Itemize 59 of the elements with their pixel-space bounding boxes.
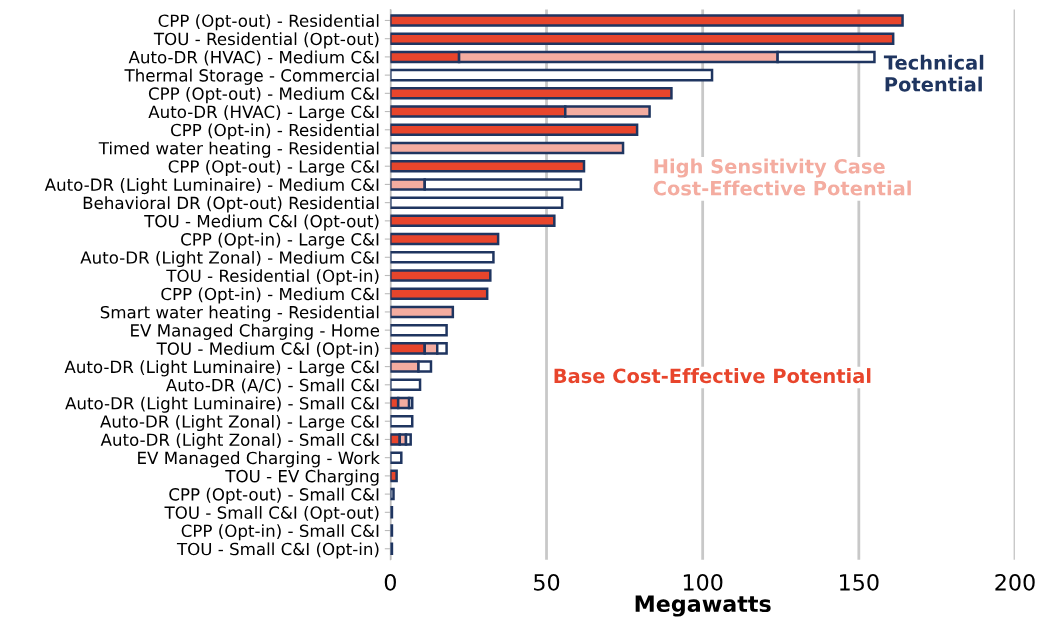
y-tick-label: CPP (Opt-out) - Small C&I bbox=[169, 487, 379, 504]
bar bbox=[390, 214, 556, 228]
y-tick-label: Auto-DR (Light Luminaire) - Large C&I bbox=[64, 360, 379, 377]
bar bbox=[390, 451, 403, 464]
y-tick-label: Auto-DR (Light Luminaire) - Small C&I bbox=[65, 396, 379, 413]
bar bbox=[390, 87, 673, 100]
y-tick-label: CPP (Opt-out) - Residential bbox=[158, 14, 379, 31]
bar bbox=[390, 251, 495, 264]
y-tick-label: Behavioral DR (Opt-out) Residential bbox=[83, 196, 379, 213]
series-label: High Sensitivity Case Cost-Effective Potential bbox=[653, 158, 911, 196]
y-tick-label: Auto-DR (HVAC) - Medium C&I bbox=[128, 50, 379, 66]
bar bbox=[390, 196, 564, 209]
bar bbox=[390, 159, 586, 173]
y-tick-label: Auto-DR (Light Zonal) - Large C&I bbox=[100, 414, 379, 432]
y-tick-label: Auto-DR (A/C) - Small C&I bbox=[165, 378, 379, 394]
x-tick-label: 150 bbox=[840, 573, 879, 591]
bar bbox=[390, 14, 904, 27]
y-tick-label: TOU - EV Charging bbox=[225, 469, 379, 486]
y-tick-label: TOU - Medium C&I (Opt-out) bbox=[144, 214, 379, 231]
text: Base Cost-Effective Potential bbox=[554, 368, 871, 384]
bar bbox=[390, 305, 455, 319]
bar bbox=[390, 141, 625, 155]
y-tick-label: CPP (Opt-in) - Medium C&I bbox=[161, 287, 379, 304]
y-tick-label: Timed water heating - Residential bbox=[98, 141, 379, 158]
y-tick-label: Auto-DR (HVAC) - Large C&I bbox=[148, 105, 379, 122]
bar bbox=[390, 414, 414, 428]
bar bbox=[390, 323, 448, 337]
y-tick-label: TOU - Small C&I (Opt-out) bbox=[164, 505, 379, 523]
bar bbox=[390, 378, 422, 392]
bar bbox=[390, 123, 639, 137]
y-tick-label: CPP (Opt-in) - Small C&I bbox=[181, 524, 379, 541]
bar bbox=[390, 232, 500, 246]
y-tick-label: Smart water heating - Residential bbox=[100, 305, 379, 322]
bar bbox=[390, 287, 489, 300]
x-tick-label: 100 bbox=[683, 573, 723, 591]
y-tick-label: CPP (Opt-in) - Residential bbox=[171, 123, 379, 140]
y-tick-label: CPP (Opt-out) - Medium C&I bbox=[148, 87, 379, 104]
y-tick-label: TOU - Residential (Opt-in) bbox=[166, 269, 379, 286]
y-tick-label: Auto-DR (Light Luminaire) - Medium C&I bbox=[44, 178, 379, 195]
bar bbox=[390, 68, 714, 82]
bar bbox=[390, 469, 398, 483]
y-tick-label: TOU - Small C&I (Opt-in) bbox=[176, 542, 379, 559]
y-tick-label: Auto-DR (Light Zonal) - Small C&I bbox=[100, 433, 379, 450]
bar bbox=[390, 269, 492, 282]
x-tick-label: 50 bbox=[534, 573, 560, 591]
y-tick-label: CPP (Opt-in) - Large C&I bbox=[181, 232, 379, 249]
y-tick-label: Thermal Storage - Commercial bbox=[124, 68, 379, 85]
y-tick-label: TOU - Residential (Opt-out) bbox=[153, 32, 379, 49]
y-tick-label: TOU - Medium C&I (Opt-in) bbox=[156, 342, 379, 359]
y-tick-label: EV Managed Charging - Home bbox=[131, 323, 380, 340]
y-tick-label: CPP (Opt-out) - Large C&I bbox=[168, 159, 379, 176]
series-label: Technical Potential bbox=[883, 54, 984, 92]
bar bbox=[390, 487, 395, 501]
x-tick-label: 0 bbox=[384, 573, 396, 591]
y-tick-label: EV Managed Charging - Work bbox=[138, 451, 380, 468]
y-tick-label: Auto-DR (Light Zonal) - Medium C&I bbox=[80, 250, 379, 268]
x-axis-title: Megawatts bbox=[635, 595, 771, 617]
bar bbox=[390, 32, 895, 45]
x-tick-label: 200 bbox=[995, 573, 1035, 591]
